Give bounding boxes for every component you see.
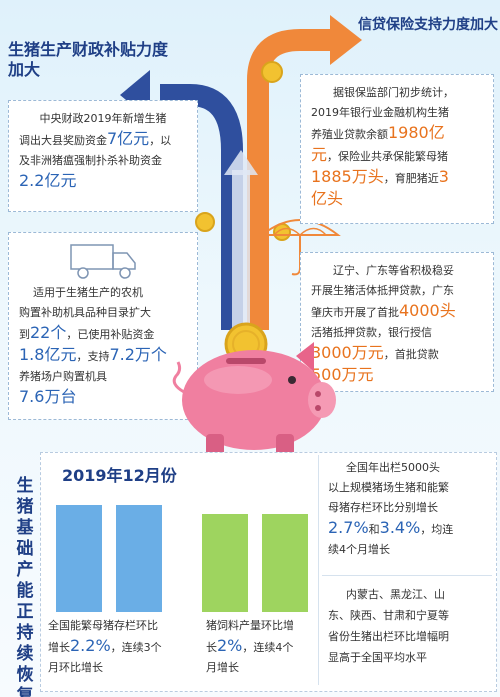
bar-chart2-2 (262, 514, 308, 612)
left-info-box-1: 中央财政2019年新增生猪 调出大县奖励资金7亿元，以 及非洲猪瘟强制扑杀补助资… (8, 100, 198, 212)
right-branch-title: 信贷保险支持力度加大 (358, 17, 498, 33)
left-branch-title: 生猪生产财政补贴力度加大 (8, 40, 169, 79)
note-2: 内蒙古、黑龙江、山 东、陕西、甘肃和宁夏等 省份生猪出栏环比增幅明 显高于全国平… (328, 588, 449, 664)
truck-icon (70, 244, 136, 279)
notes-divider (322, 575, 492, 576)
panel-divider (318, 455, 319, 685)
chart2-caption: 猪饲料产量环比增 长2%，连续4个 月增长 (206, 619, 294, 674)
bar-chart1-2 (116, 505, 162, 612)
bar-chart1-1 (56, 505, 102, 612)
bottom-side-title: 生猪基础产能正持续恢复 (16, 476, 34, 697)
bar-chart2-1 (202, 514, 248, 612)
blue-arrow (160, 84, 243, 330)
chart1-caption: 全国能繁母猪存栏环比 增长2.2%，连续3个 月环比增长 (48, 619, 162, 674)
note-1: 全国年出栏5000头 以上规模猪场生猪和能繁 母猪存栏环比分别增长 2.7%和3… (328, 461, 454, 556)
orange-arrow-head (330, 15, 362, 65)
right-info-box-1: 据银保监部门初步统计， 2019年银行业金融机构生猪 养殖业贷款余额1980亿 … (300, 74, 494, 224)
coin-left (195, 212, 215, 232)
month-label: 2019年12月份 (62, 466, 177, 485)
piggy-bank-illustration (172, 322, 336, 456)
right-info-box-2: 辽宁、广东等省积极稳妥 开展生猪活体抵押贷款，广东 肇庆市开展了首批4000头 … (300, 252, 494, 392)
orange-arrow (247, 29, 330, 330)
coin-top (261, 61, 283, 83)
left-info-box-2: 适用于生猪生产的农机 购置补助机具品种目录扩大 到22个，已使用补贴资金 1.8… (8, 232, 198, 420)
bar-chart-area (44, 490, 314, 612)
